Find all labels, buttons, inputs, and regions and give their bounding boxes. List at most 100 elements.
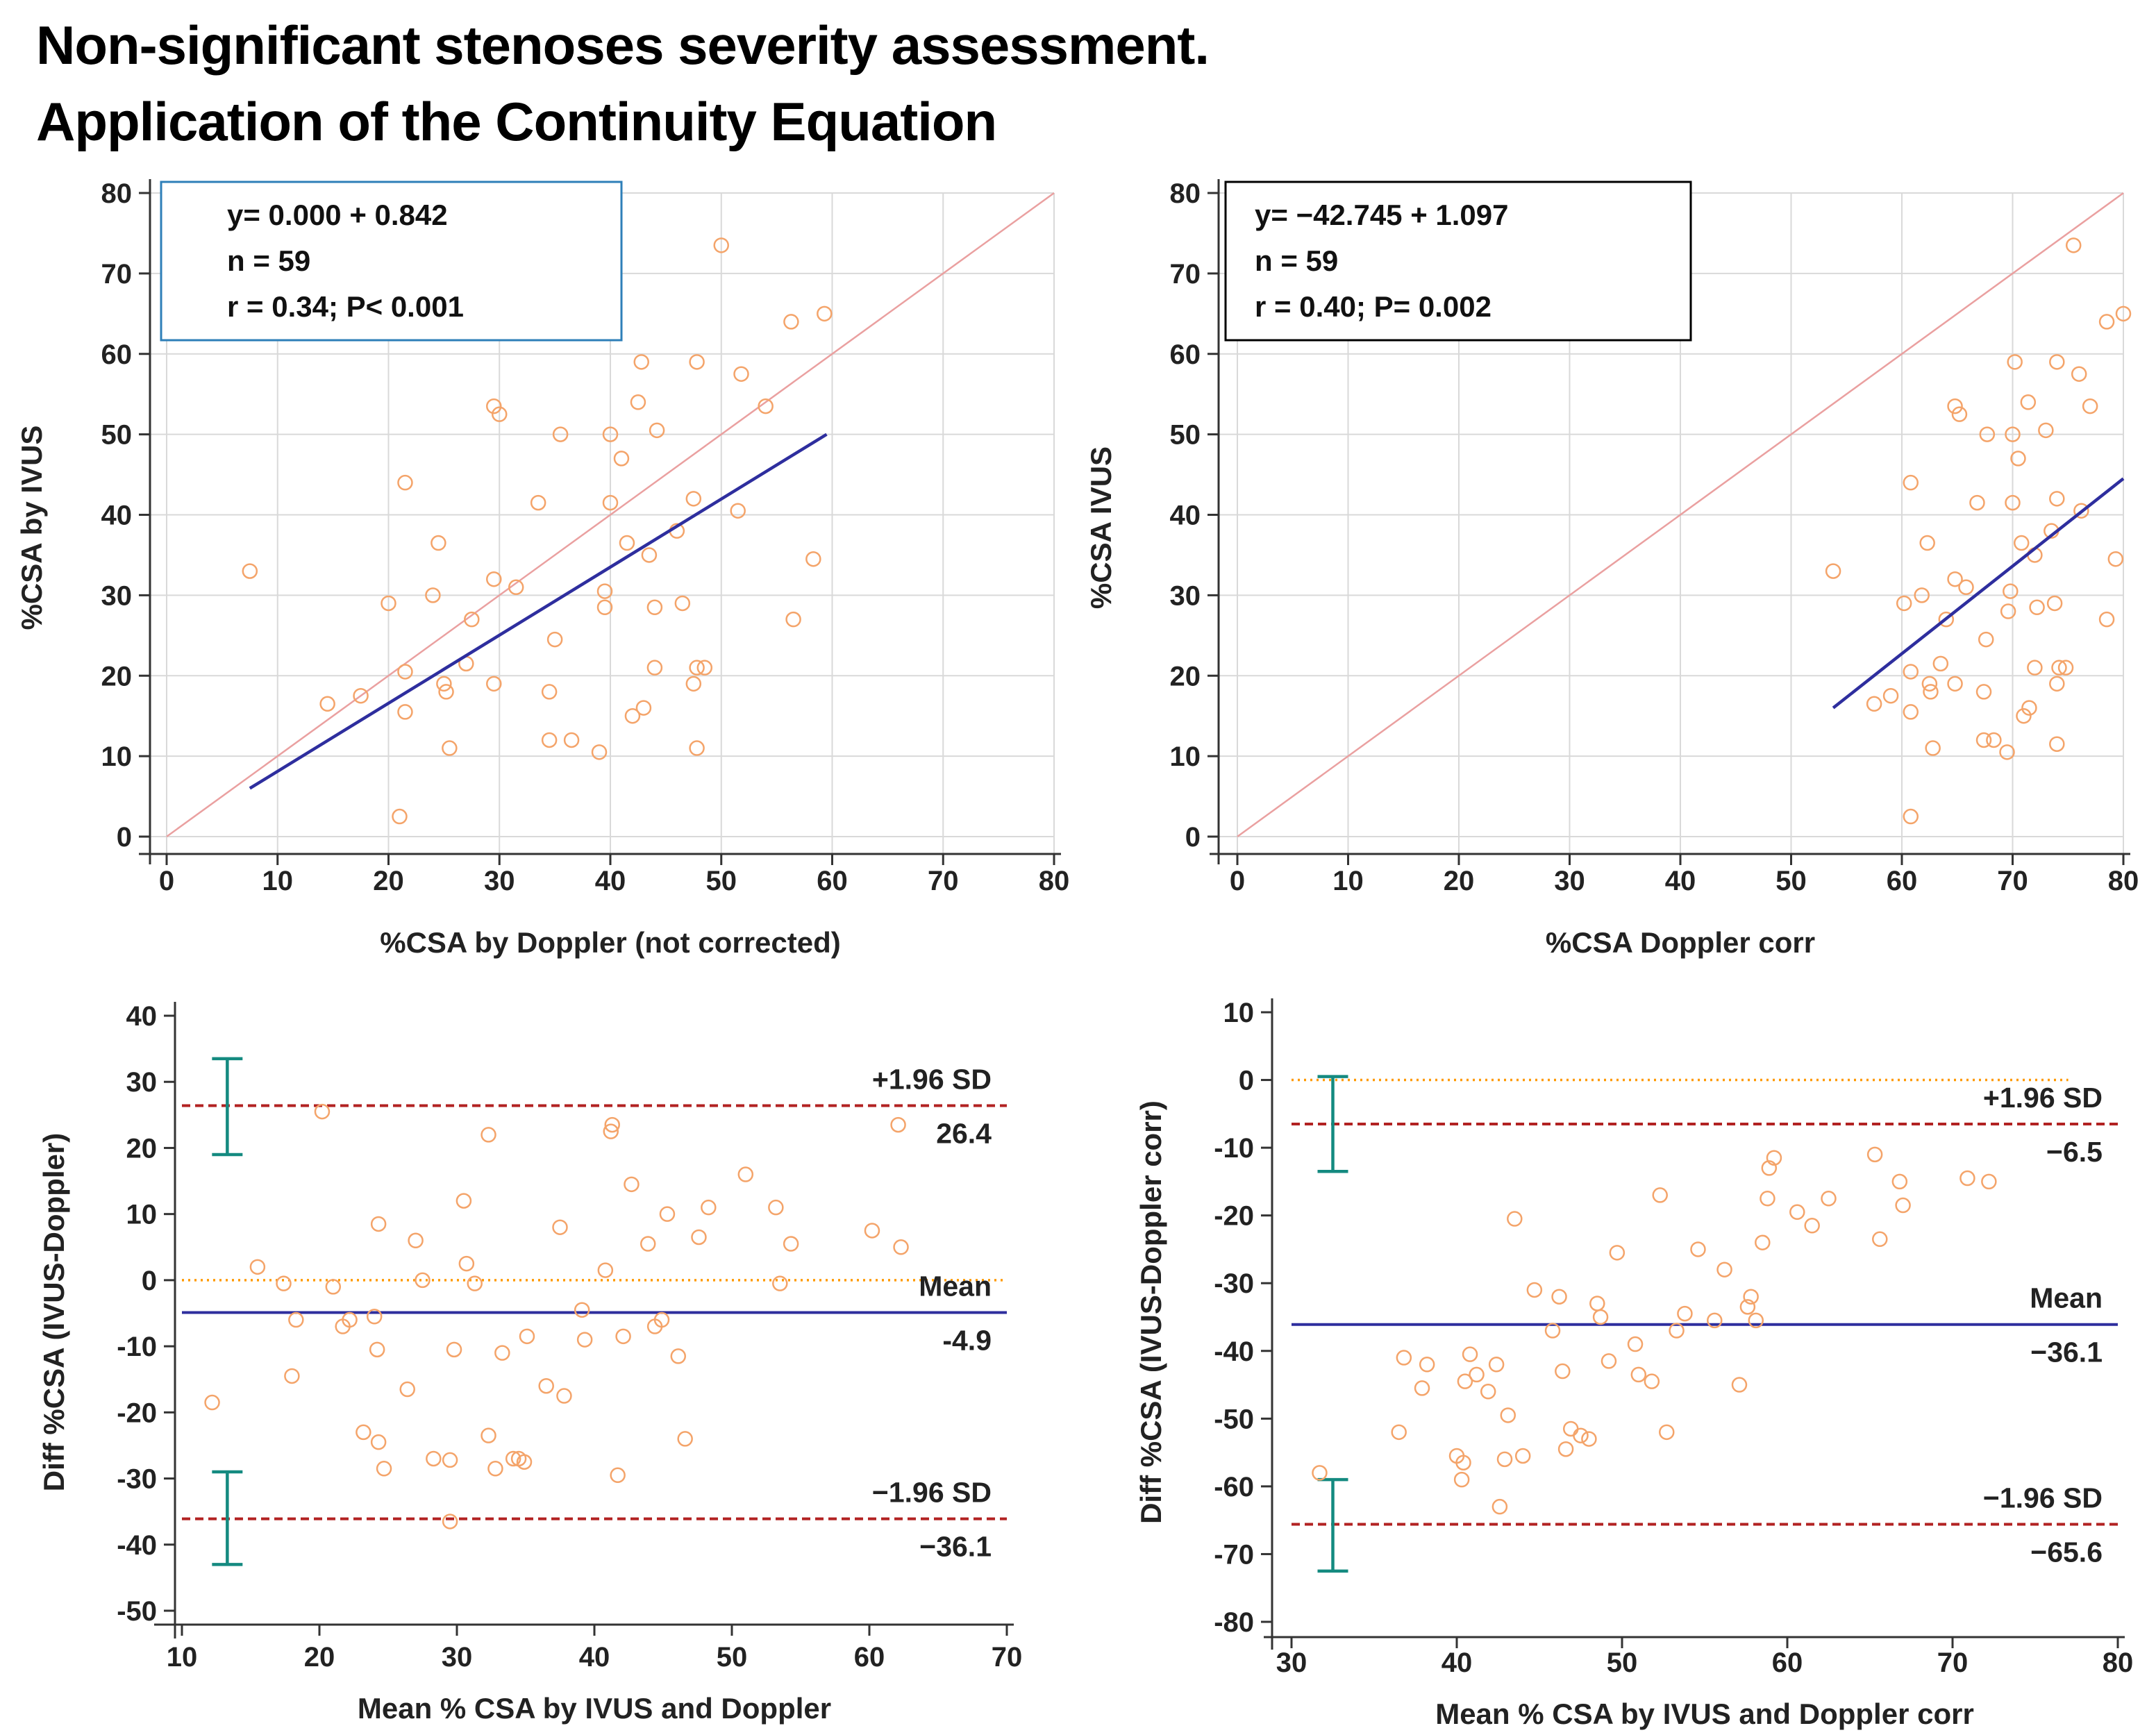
stats-line: r = 0.34; P< 0.001 bbox=[227, 290, 464, 323]
data-point bbox=[1739, 1299, 1756, 1315]
data-point bbox=[2007, 354, 2023, 370]
data-point bbox=[356, 1424, 371, 1441]
stats-box-frame bbox=[160, 181, 623, 342]
lower-label: −1.96 SD bbox=[1983, 1482, 2103, 1514]
mean-value-label: −36.1 bbox=[2030, 1336, 2103, 1368]
data-point bbox=[1947, 398, 1963, 414]
data-point bbox=[1544, 1323, 1561, 1339]
data-point bbox=[1659, 1424, 1675, 1441]
x-tick-label: 40 bbox=[1441, 1648, 1473, 1678]
stats-box: y= −42.745 + 1.097 n = 59 r = 0.40; P= 0.0… bbox=[1224, 181, 1692, 342]
data-point bbox=[890, 1116, 906, 1133]
data-point bbox=[1999, 744, 2015, 760]
data-point bbox=[1677, 1305, 1693, 1322]
data-point bbox=[2029, 599, 2045, 616]
x-tick-label: 40 bbox=[1665, 866, 1696, 896]
data-point bbox=[2049, 354, 2065, 370]
y-tick-label: 60 bbox=[1170, 340, 1201, 370]
x-tick-label: 10 bbox=[167, 1642, 198, 1673]
mean-value-label: -4.9 bbox=[942, 1325, 992, 1357]
data-point bbox=[442, 1514, 458, 1529]
data-point bbox=[204, 1394, 220, 1411]
y-tick-label: 0 bbox=[142, 1266, 157, 1296]
y-tick-label: 30 bbox=[101, 580, 133, 611]
data-point bbox=[2098, 314, 2115, 330]
data-point bbox=[1592, 1309, 1609, 1325]
data-point bbox=[635, 700, 652, 716]
data-point bbox=[1755, 1234, 1771, 1250]
y-tick-label: 60 bbox=[101, 340, 133, 370]
data-point bbox=[519, 1328, 535, 1345]
data-point bbox=[370, 1434, 387, 1450]
data-point bbox=[1979, 426, 1996, 442]
data-point bbox=[1457, 1373, 1473, 1389]
y-tick-label: 10 bbox=[1223, 998, 1255, 1028]
data-point bbox=[691, 1229, 707, 1246]
data-point bbox=[602, 494, 619, 511]
data-point bbox=[2073, 503, 2089, 519]
data-point bbox=[1938, 611, 1955, 628]
data-point bbox=[546, 631, 563, 648]
data-point bbox=[1789, 1204, 1805, 1221]
data-point bbox=[596, 599, 613, 616]
y-tick-label: 40 bbox=[1170, 501, 1201, 531]
data-point bbox=[1981, 1173, 1997, 1190]
x-tick-label: 60 bbox=[1887, 866, 1918, 896]
y-tick-label: 80 bbox=[1170, 178, 1201, 209]
data-point bbox=[480, 1127, 496, 1143]
data-point bbox=[426, 1450, 442, 1467]
data-point bbox=[1975, 684, 1992, 700]
data-point bbox=[2027, 660, 2043, 676]
data-point bbox=[516, 1454, 533, 1470]
data-point bbox=[552, 426, 569, 442]
data-point bbox=[615, 1328, 631, 1345]
y-tick-label: 20 bbox=[126, 1133, 158, 1164]
title-line-2: Application of the Continuity Equation bbox=[36, 91, 997, 152]
x-tick-label: 30 bbox=[1554, 866, 1585, 896]
data-point bbox=[817, 305, 833, 322]
y-axis-label: Diff %CSA (IVUS-Doppler corr) bbox=[1135, 1100, 1167, 1524]
data-point bbox=[425, 587, 441, 603]
data-point bbox=[552, 1219, 568, 1235]
data-point bbox=[1500, 1407, 1516, 1423]
data-point bbox=[1903, 664, 1919, 680]
upper-value-label: 26.4 bbox=[936, 1118, 992, 1150]
data-point bbox=[685, 491, 702, 507]
data-point bbox=[1975, 732, 1992, 748]
y-tick-label: 0 bbox=[1239, 1066, 1254, 1096]
data-point bbox=[284, 1368, 300, 1384]
stats-line: n = 59 bbox=[227, 244, 310, 277]
mean-label: Mean bbox=[919, 1271, 992, 1302]
data-point bbox=[630, 394, 646, 410]
data-point bbox=[1947, 571, 1963, 587]
data-point bbox=[1743, 1289, 1759, 1305]
y-tick-label: 70 bbox=[101, 259, 133, 290]
y-tick-label: -20 bbox=[117, 1398, 157, 1428]
data-point bbox=[508, 579, 524, 596]
data-point bbox=[864, 1223, 880, 1239]
data-point bbox=[1630, 1366, 1647, 1383]
data-point bbox=[1391, 1424, 1407, 1441]
x-tick-label: 70 bbox=[928, 866, 959, 896]
data-point bbox=[649, 422, 665, 439]
data-point bbox=[467, 1275, 483, 1291]
data-point bbox=[342, 1311, 358, 1328]
data-point bbox=[1690, 1241, 1706, 1257]
data-point bbox=[1514, 1448, 1531, 1464]
y-tick-label: -10 bbox=[117, 1332, 157, 1362]
data-point bbox=[1526, 1282, 1543, 1298]
data-point bbox=[392, 808, 408, 825]
data-point bbox=[783, 1236, 799, 1252]
data-point bbox=[574, 1302, 590, 1318]
x-axis-label: Mean % CSA by IVUS and Doppler bbox=[358, 1692, 831, 1725]
data-point bbox=[783, 314, 799, 330]
data-point bbox=[505, 1450, 521, 1467]
data-point bbox=[689, 740, 705, 756]
data-point bbox=[1925, 740, 1941, 756]
data-point bbox=[1951, 406, 1968, 422]
data-point bbox=[458, 1255, 475, 1272]
identity-line bbox=[166, 192, 1055, 838]
data-point bbox=[1557, 1441, 1574, 1457]
data-point bbox=[1731, 1377, 1748, 1393]
data-point bbox=[1766, 1150, 1782, 1166]
